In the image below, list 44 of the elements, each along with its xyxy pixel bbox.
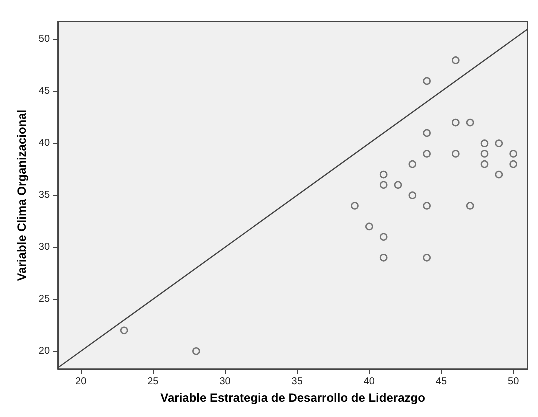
point <box>466 118 474 127</box>
point <box>423 77 431 86</box>
point <box>408 192 417 200</box>
y-tick-label: 45 <box>38 86 50 98</box>
point <box>452 56 460 64</box>
point <box>480 150 489 158</box>
point <box>423 150 431 158</box>
x-tick-label: 45 <box>436 376 448 388</box>
point <box>423 129 431 138</box>
x-tick-label: 50 <box>508 376 520 388</box>
x-tick-label: 35 <box>292 376 304 388</box>
x-axis-title: Variable Estrategia de Desarrollo de Liderazgo <box>160 391 426 405</box>
point <box>394 181 402 190</box>
point <box>423 202 431 210</box>
point <box>408 160 417 168</box>
x-tick-label: 40 <box>364 376 376 388</box>
y-tick-label: 50 <box>38 34 50 46</box>
point <box>510 150 518 158</box>
point <box>510 160 518 168</box>
y-tick-label: 25 <box>38 294 50 305</box>
point <box>452 118 460 127</box>
point <box>380 170 388 179</box>
y-axis-title: Variable Clima Organizacional <box>15 110 29 282</box>
point <box>366 222 374 231</box>
y-tick-label: 35 <box>38 190 50 202</box>
y-tick-label: 30 <box>38 242 50 254</box>
point <box>495 140 504 148</box>
point <box>452 150 460 158</box>
x-tick-label: 25 <box>148 376 160 388</box>
y-tick-label: 40 <box>38 138 50 150</box>
point <box>466 202 474 210</box>
point <box>380 233 388 242</box>
point <box>380 254 388 262</box>
point <box>480 160 489 168</box>
x-tick-label: 20 <box>76 376 88 388</box>
point <box>351 202 359 210</box>
point <box>192 348 200 356</box>
point <box>480 140 489 148</box>
point <box>380 181 388 190</box>
point <box>495 170 504 179</box>
point <box>120 326 128 335</box>
x-tick-label: 30 <box>220 376 232 388</box>
point <box>423 254 431 262</box>
y-tick-label: 20 <box>38 346 50 357</box>
